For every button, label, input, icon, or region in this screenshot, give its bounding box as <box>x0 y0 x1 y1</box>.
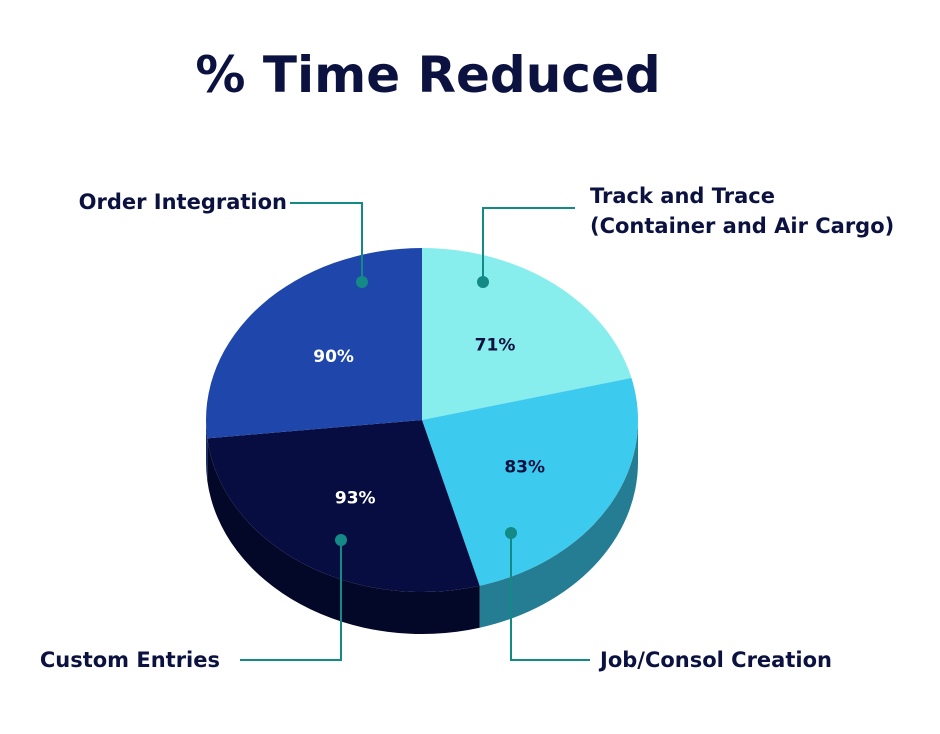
value-label: 90% <box>313 347 354 367</box>
slice <box>422 248 632 420</box>
slice <box>207 420 480 592</box>
callout-line <box>240 540 342 661</box>
value-label: 71% <box>475 335 516 355</box>
slice-side <box>207 438 480 634</box>
category-label: Custom Entries <box>39 648 220 672</box>
category-label: Order Integration <box>78 190 287 214</box>
slice <box>422 377 638 586</box>
callout-dot <box>477 276 489 288</box>
value-label: 83% <box>504 458 545 478</box>
slice <box>206 248 422 439</box>
callout-dot <box>356 276 368 288</box>
callout-dot <box>335 534 347 546</box>
value-label: 93% <box>335 488 376 508</box>
callout-line <box>482 207 575 282</box>
category-label: Job/Consol Creation <box>600 648 832 672</box>
callout-dot <box>505 527 517 539</box>
chart-title: % Time Reduced <box>195 46 660 104</box>
callout-line <box>510 533 590 661</box>
callout-line <box>290 202 363 282</box>
slice-side <box>479 420 638 628</box>
slice-side <box>206 420 208 481</box>
category-label: Track and Trace (Container and Air Cargo… <box>590 184 895 238</box>
